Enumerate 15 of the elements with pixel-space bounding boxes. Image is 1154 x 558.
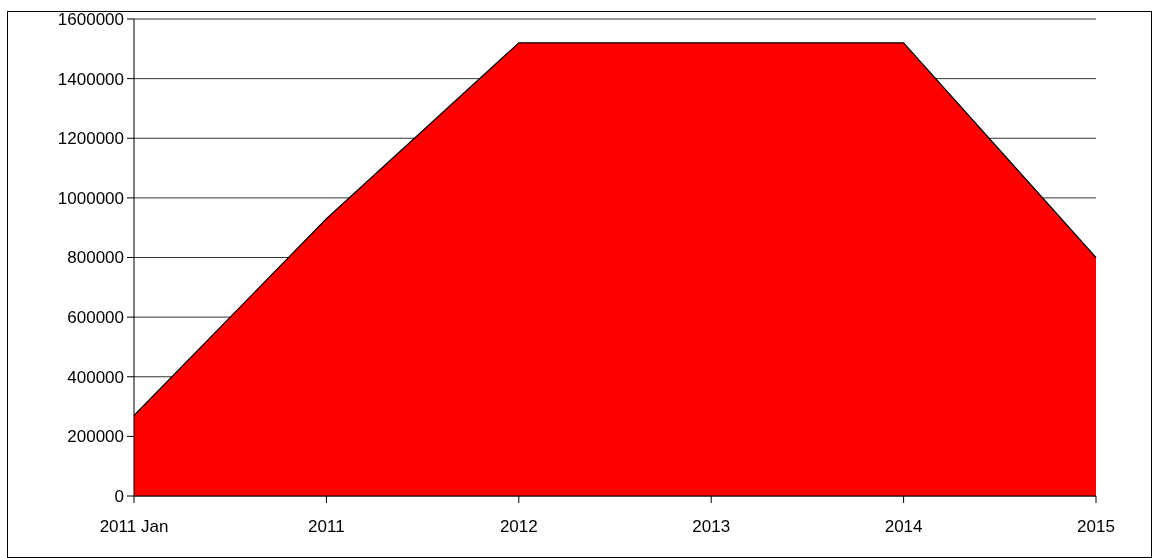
- y-tick-label: 200000: [67, 427, 124, 447]
- y-tick-label: 400000: [67, 367, 124, 387]
- y-tick-label: 1600000: [57, 9, 124, 29]
- y-tick-label: 1000000: [57, 188, 124, 208]
- x-tick-label: 2011 Jan: [99, 517, 169, 536]
- x-tick-label: 2015: [1077, 517, 1115, 536]
- x-tick-label: 2011: [308, 517, 345, 536]
- y-tick-label: 1400000: [57, 69, 124, 89]
- y-tick-label: 600000: [67, 308, 124, 328]
- x-tick-label: 2013: [692, 517, 731, 536]
- y-tick-label: 800000: [67, 248, 124, 268]
- x-tick-label: 2014: [884, 517, 923, 536]
- y-tick-label: 1200000: [57, 129, 124, 149]
- y-tick-label: 0: [114, 486, 124, 506]
- x-tick-label: 2012: [499, 517, 538, 536]
